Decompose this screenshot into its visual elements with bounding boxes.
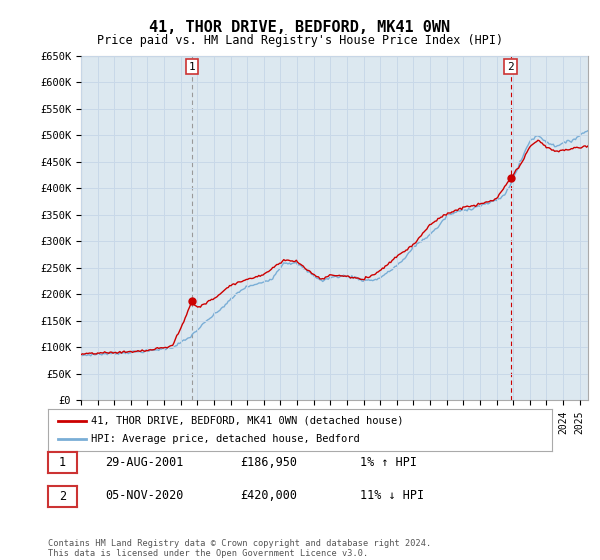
Text: 41, THOR DRIVE, BEDFORD, MK41 0WN (detached house): 41, THOR DRIVE, BEDFORD, MK41 0WN (detac… (91, 416, 403, 426)
Text: 29-AUG-2001: 29-AUG-2001 (105, 455, 184, 469)
Text: Contains HM Land Registry data © Crown copyright and database right 2024.
This d: Contains HM Land Registry data © Crown c… (48, 539, 431, 558)
Text: 2: 2 (507, 62, 514, 72)
Text: £420,000: £420,000 (240, 489, 297, 502)
Text: 2: 2 (59, 489, 66, 503)
Text: 1: 1 (188, 62, 195, 72)
Text: £186,950: £186,950 (240, 455, 297, 469)
Text: 05-NOV-2020: 05-NOV-2020 (105, 489, 184, 502)
Text: 41, THOR DRIVE, BEDFORD, MK41 0WN: 41, THOR DRIVE, BEDFORD, MK41 0WN (149, 20, 451, 35)
Text: 1% ↑ HPI: 1% ↑ HPI (360, 455, 417, 469)
Text: 1: 1 (59, 456, 66, 469)
Text: HPI: Average price, detached house, Bedford: HPI: Average price, detached house, Bedf… (91, 434, 359, 444)
Text: Price paid vs. HM Land Registry's House Price Index (HPI): Price paid vs. HM Land Registry's House … (97, 34, 503, 46)
Text: 11% ↓ HPI: 11% ↓ HPI (360, 489, 424, 502)
